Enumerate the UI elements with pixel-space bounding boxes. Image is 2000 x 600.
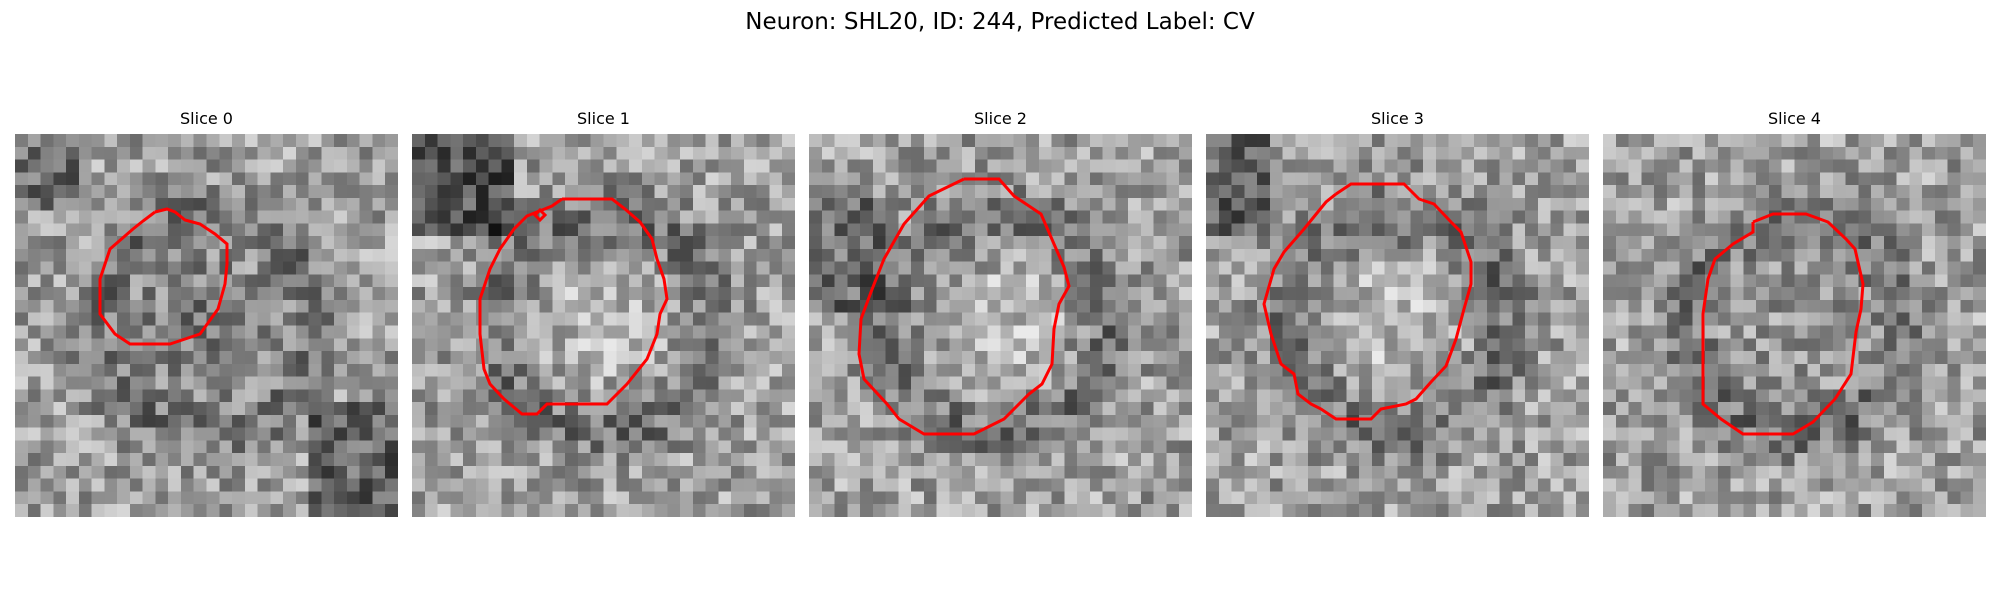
slice-title: Slice 4 (1768, 109, 1821, 128)
microscopy-image (15, 134, 398, 517)
slice-title: Slice 0 (180, 109, 233, 128)
roi-contour (1701, 212, 1865, 436)
slice-panel-4: Slice 4 (1603, 105, 1986, 525)
roi-contour (478, 197, 669, 416)
slice-panel-0: Slice 0 (15, 105, 398, 525)
slice-title: Slice 3 (1371, 109, 1424, 128)
slice-panel-2: Slice 2 (809, 105, 1192, 525)
microscopy-image (809, 134, 1192, 517)
microscopy-image (1206, 134, 1589, 517)
slice-panel-1: Slice 1 (412, 105, 795, 525)
microscopy-image (1603, 134, 1986, 517)
slice-panel-3: Slice 3 (1206, 105, 1589, 525)
roi-contour (857, 177, 1071, 436)
microscopy-image (412, 134, 795, 517)
grayscale-pixel-grid (809, 134, 1192, 517)
slice-title: Slice 2 (974, 109, 1027, 128)
grayscale-pixel-grid (1603, 134, 1986, 517)
roi-contour (1262, 182, 1473, 421)
roi-contour (98, 207, 229, 346)
figure-title: Neuron: SHL20, ID: 244, Predicted Label:… (745, 9, 1255, 35)
slice-title: Slice 1 (577, 109, 630, 128)
